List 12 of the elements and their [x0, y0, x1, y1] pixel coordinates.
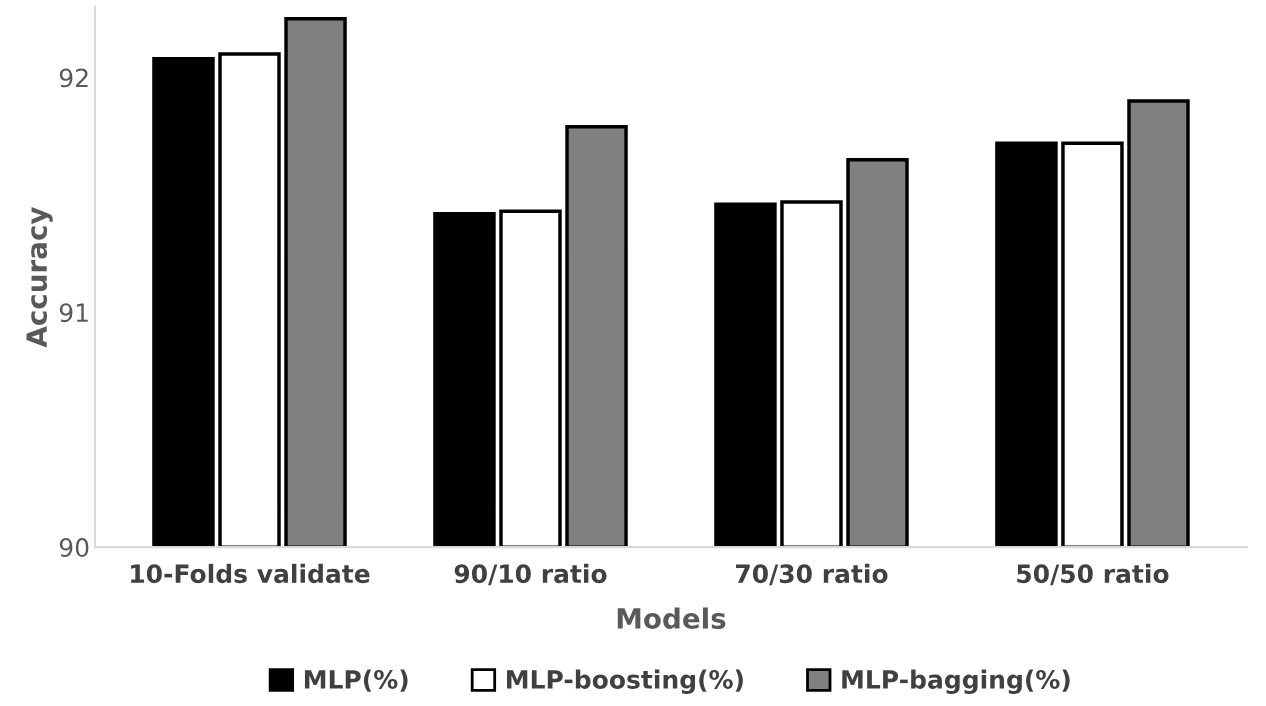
legend-label: MLP(%): [304, 669, 408, 692]
x-axis-title: Models: [617, 607, 726, 629]
legend-label: MLP-boosting(%): [507, 669, 743, 694]
legend-label: MLP-bagging(%): [842, 669, 1070, 694]
x-tick-label: 70/30 ratio: [735, 563, 888, 586]
x-tick-label: 90/10 ratio: [454, 563, 607, 586]
y-axis-title: Accuracy: [26, 207, 53, 348]
x-tick-label: 50/50 ratio: [1017, 563, 1169, 586]
y-tick-label: 90: [59, 538, 89, 557]
y-tick-label: 91: [59, 303, 88, 323]
y-tick-label: 92: [59, 68, 88, 88]
x-tick-label: 10-Folds validate: [131, 563, 370, 584]
